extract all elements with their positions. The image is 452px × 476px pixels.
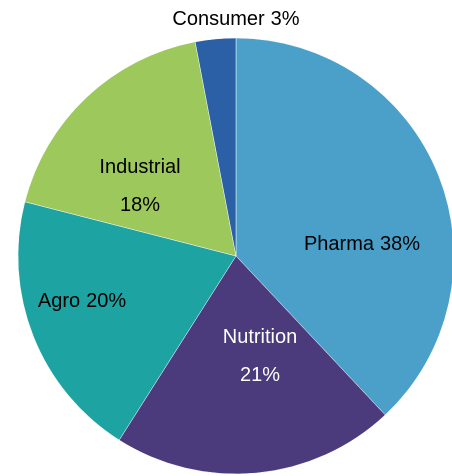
slice-category: Industrial [99, 156, 180, 178]
slice-value: 3% [271, 8, 300, 30]
slice-label: Nutrition 21% [223, 326, 297, 386]
slice-category: Nutrition [223, 326, 297, 348]
slice-value: 21% [240, 364, 280, 386]
slice-value: 20% [86, 290, 126, 312]
slice-label: Industrial 18% [99, 156, 180, 216]
pie-slice [24, 41, 237, 257]
slice-category: Consumer [172, 8, 265, 30]
pie-slice [194, 37, 237, 257]
slice-label: Pharma 38% [304, 233, 420, 255]
slice-label: Agro 20% [38, 290, 126, 312]
slice-value: 18% [120, 194, 160, 216]
slice-category: Agro [38, 290, 80, 312]
pie-slice [17, 201, 237, 441]
slice-label: Consumer 3% [172, 8, 299, 30]
pie-slice [235, 37, 452, 416]
pie-slice [118, 255, 386, 475]
slice-value: 38% [380, 233, 420, 255]
slice-category: Pharma [304, 233, 375, 255]
